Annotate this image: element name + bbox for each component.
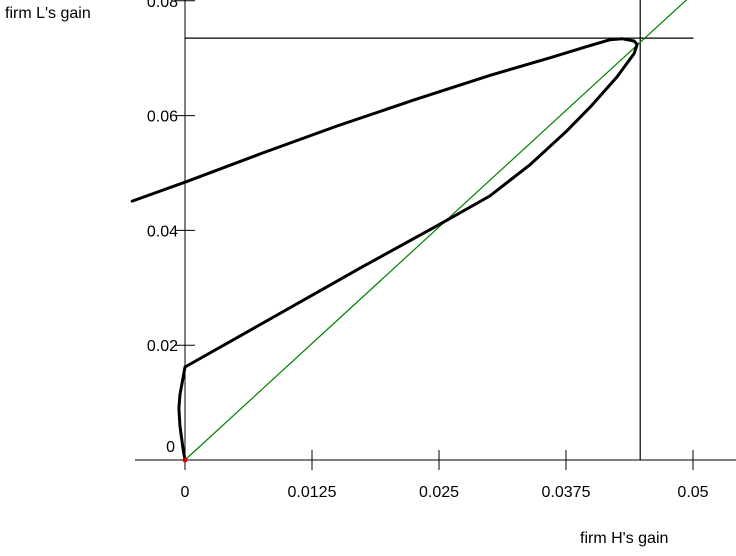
origin-dot <box>182 457 188 463</box>
x-tick-label: 0.05 <box>677 484 708 501</box>
reference-lines <box>184 0 694 461</box>
green-diagonal-line <box>184 0 688 461</box>
frontier-curve-line <box>130 37 639 462</box>
y-tick-label: 0.08 <box>147 0 178 11</box>
x-tick-label: 0.0125 <box>288 484 337 501</box>
x-ticks: 0 0.0125 0.025 0.0375 0.05 <box>181 450 709 501</box>
y-axis-title: firm L's gain <box>5 5 91 22</box>
y-tick-label: 0.06 <box>147 109 178 126</box>
y-tick-label: 0.04 <box>147 223 178 240</box>
y-tick-label: 0 <box>166 439 175 456</box>
y-ticks: 0 0.02 0.04 0.06 0.08 <box>147 0 195 456</box>
x-tick-label: 0.0375 <box>542 484 591 501</box>
green-45-degree-line <box>184 0 688 461</box>
x-tick-label: 0 <box>181 484 190 501</box>
origin-marker <box>182 457 188 463</box>
y-tick-label: 0.02 <box>147 338 178 355</box>
x-tick-label: 0.025 <box>419 484 459 501</box>
frontier-curve <box>130 37 639 462</box>
x-axis-title: firm H's gain <box>580 530 668 547</box>
